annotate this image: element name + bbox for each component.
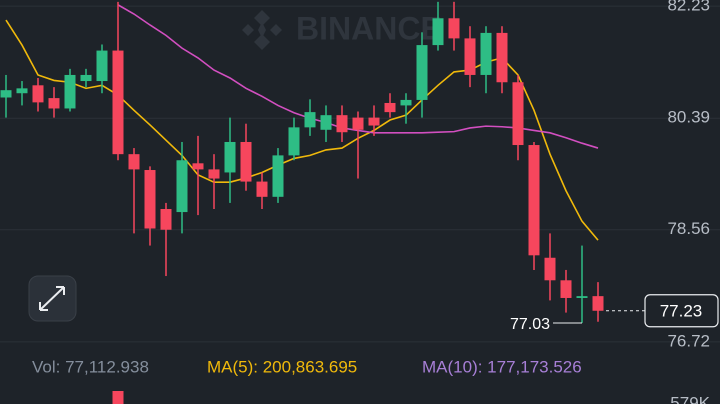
- candle-body: [336, 115, 348, 133]
- candle-body: [528, 145, 540, 256]
- y-tick-label: 80.39: [667, 108, 710, 127]
- candle-body: [496, 32, 508, 83]
- candle-body: [464, 38, 476, 75]
- candle-body: [0, 90, 12, 98]
- candle-body: [368, 117, 380, 126]
- volume-legend: MA(5): 200,863.695: [207, 357, 357, 376]
- candle-body: [448, 18, 460, 39]
- watermark-text: BINANCE: [296, 10, 442, 46]
- candle-body: [576, 296, 588, 298]
- volume-axis-label: 579K: [670, 393, 710, 404]
- y-tick-label: 78.56: [667, 219, 710, 238]
- candles: [0, 1, 604, 323]
- candle-body: [304, 112, 316, 128]
- candle-body: [480, 32, 492, 75]
- candle-body: [32, 85, 44, 103]
- expand-icon: [39, 286, 65, 311]
- candle-body: [16, 88, 28, 94]
- candle-body: [320, 115, 332, 130]
- candle-body: [160, 209, 172, 230]
- candle-body: [192, 163, 204, 170]
- candle-body: [416, 45, 428, 100]
- candle-body: [240, 141, 252, 182]
- candle-body: [176, 160, 188, 213]
- candle-body: [560, 280, 572, 298]
- last-price-box: [644, 294, 719, 328]
- last-price-label: 77.23: [660, 301, 703, 320]
- candle-body: [80, 74, 92, 82]
- volume-legend: Vol: 77,112.938: [32, 357, 149, 376]
- candle-body: [272, 155, 284, 197]
- candle-body: [96, 50, 108, 82]
- low-label: 77.03: [510, 316, 550, 333]
- candle-body: [48, 98, 60, 109]
- candle-body: [512, 82, 524, 146]
- candle-body: [64, 74, 76, 109]
- candle-body: [544, 257, 556, 281]
- candle-body: [352, 117, 364, 130]
- y-tick-label: 82.23: [667, 0, 710, 15]
- candle-body: [400, 99, 412, 106]
- candle-body: [128, 154, 140, 170]
- candle-body: [256, 181, 268, 197]
- volume-bar: [112, 391, 124, 404]
- expand-button[interactable]: [28, 275, 77, 322]
- candle-body: [112, 50, 124, 155]
- volume-legend: MA(10): 177,173.526: [422, 357, 582, 376]
- candle-body: [144, 170, 156, 229]
- candle-body: [592, 296, 604, 311]
- candle-body: [384, 102, 396, 113]
- candle-body: [288, 127, 300, 156]
- watermark-logo: [242, 10, 282, 50]
- y-tick-label: 76.72: [667, 331, 710, 350]
- candle-body: [208, 169, 220, 179]
- candle-body: [432, 18, 444, 46]
- candle-body: [224, 141, 236, 173]
